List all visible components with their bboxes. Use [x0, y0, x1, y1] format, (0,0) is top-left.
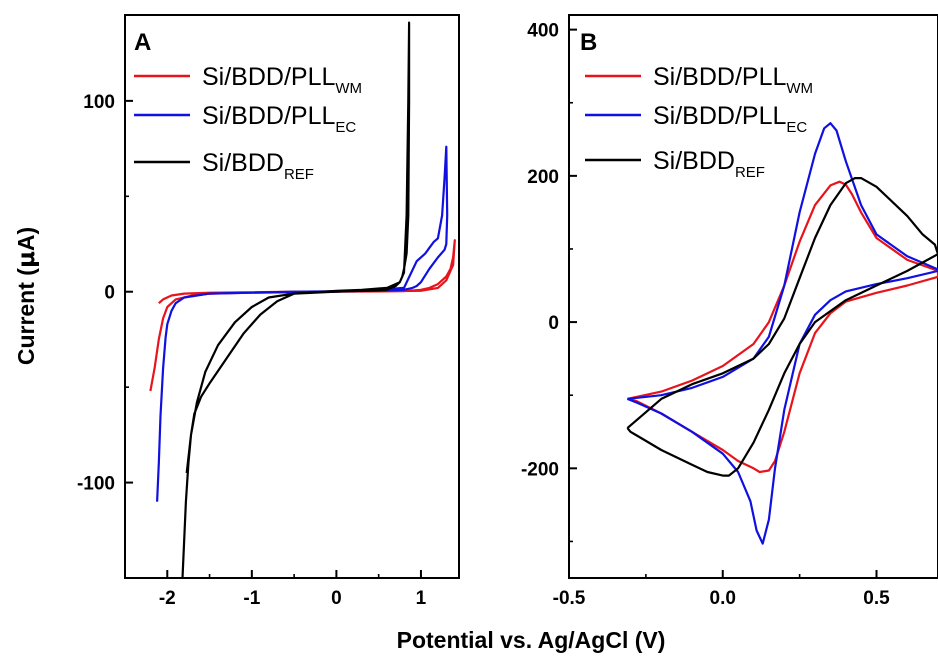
legend-subscript-text: EC — [786, 119, 807, 136]
panel-b-label: B — [580, 29, 597, 56]
panel-b-legend-label-2: Si/BDDREF — [653, 147, 765, 181]
legend-main-text: Si/BDD/PLL — [202, 102, 335, 130]
legend-main-text: Si/BDD — [653, 147, 735, 175]
legend-subscript-text: REF — [735, 164, 765, 181]
y-axis-title-mu: μ — [14, 251, 40, 268]
panel-a-label: A — [134, 29, 151, 56]
legend-subscript-text: WM — [786, 80, 813, 97]
panel-a-y-tick-label: 100 — [83, 92, 115, 113]
panel-a-legend-label-2: Si/BDDREF — [202, 149, 314, 183]
panel-b-series-1-line — [626, 122, 938, 545]
panel-b-x-tick-label: 0.0 — [710, 588, 736, 609]
panel-b-series-2-line — [626, 177, 938, 477]
panel-a-x-tick-label: -1 — [243, 588, 260, 609]
y-axis-title: Current (μA) — [13, 227, 40, 365]
panel-a-x-tick-label: 1 — [416, 588, 427, 609]
panel-b-plot-frame — [568, 14, 938, 579]
panel-b-legend-label-0: Si/BDD/PLLWM — [653, 63, 813, 97]
panel-a-series-2-line — [181, 21, 411, 578]
panel-a-x-tick-label: -2 — [159, 588, 176, 609]
legend-main-text: Si/BDD/PLL — [202, 63, 335, 91]
panel-b-x-tick-label: 0.5 — [863, 588, 890, 609]
y-axis-title-prefix: Current ( — [13, 268, 39, 365]
panel-b-y-tick-label: 400 — [527, 21, 559, 42]
panel-a-x-tick-label: 0 — [331, 588, 342, 609]
legend-main-text: Si/BDD/PLL — [653, 63, 786, 91]
panel-a-plot-frame — [124, 14, 460, 579]
panel-a-series-0-line — [149, 239, 456, 392]
panel-b-y-tick-label: -200 — [521, 459, 559, 480]
panel-b-y-tick-label: 200 — [527, 167, 559, 188]
x-axis-title: Potential vs. Ag/AgCl (V) — [397, 627, 666, 653]
panel-b-y-tick-label: 0 — [548, 313, 559, 334]
panel-b-series-0-line — [627, 180, 938, 474]
panel-a-ticks-group: -2 -1 0 1 -100 0 100 — [77, 92, 427, 609]
legend-main-text: Si/BDD — [202, 149, 284, 177]
panel-b-ticks-group: -0.5 0.0 0.5 -200 0 200 400 — [521, 21, 890, 609]
panel-a-y-tick-label: 0 — [104, 283, 115, 304]
legend-subscript-text: REF — [284, 166, 314, 183]
legend-subscript-text: WM — [335, 80, 362, 97]
y-axis-title-suffix: A) — [13, 227, 39, 251]
panel-b-series-group — [626, 122, 938, 545]
panel-b-x-tick-label: -0.5 — [553, 588, 586, 609]
panel-a-legend-label-1: Si/BDD/PLLEC — [202, 102, 356, 136]
legend-subscript-text: EC — [335, 119, 356, 136]
panel-b-legend-label-1: Si/BDD/PLLEC — [653, 102, 807, 136]
panel-a-series-1-line — [156, 145, 449, 502]
legend-main-text: Si/BDD/PLL — [653, 102, 786, 130]
panel-a-y-tick-label: -100 — [77, 474, 115, 495]
panel-a-legend-label-0: Si/BDD/PLLWM — [202, 63, 362, 97]
panel-a-series-group — [149, 21, 456, 578]
